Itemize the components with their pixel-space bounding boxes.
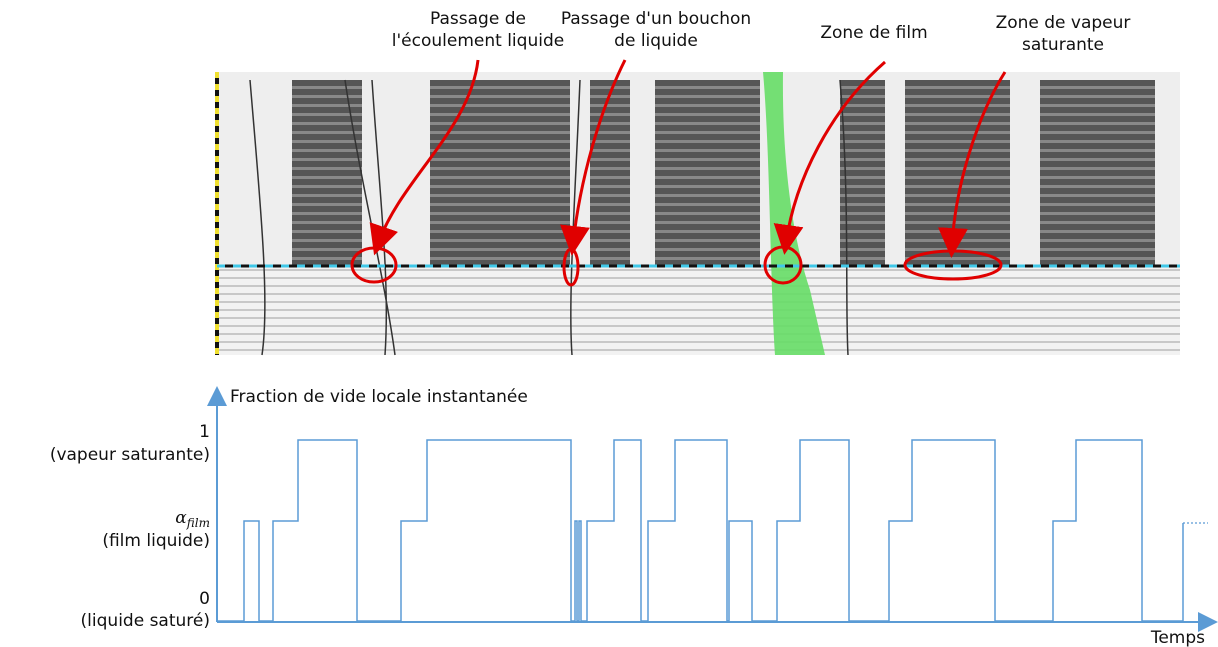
annotation: Passage d'un bouchon	[561, 9, 751, 29]
y-axis-title: Fraction de vide locale instantanée	[230, 387, 528, 407]
level-value: 0	[199, 589, 210, 609]
annotation: l'écoulement liquide	[392, 31, 564, 51]
x-axis-title: Temps	[1150, 628, 1205, 647]
subscript: film	[186, 516, 210, 530]
annotation: saturante	[1022, 35, 1104, 55]
void-fraction-signal	[217, 439, 1184, 622]
level-value: 1	[199, 422, 210, 442]
level-description: (liquide saturé)	[81, 611, 210, 631]
level-symbol: αfilm	[175, 508, 210, 530]
level-description: (vapeur saturante)	[50, 445, 210, 465]
annotation: Zone de film	[820, 23, 927, 43]
annotation: Zone de vapeur	[996, 13, 1131, 33]
symbol: α	[175, 508, 187, 528]
annotation: Passage de	[430, 9, 526, 29]
spatio-temporal-image	[215, 59, 1180, 356]
annotation: de liquide	[614, 31, 698, 51]
level-description: (film liquide)	[102, 531, 210, 551]
